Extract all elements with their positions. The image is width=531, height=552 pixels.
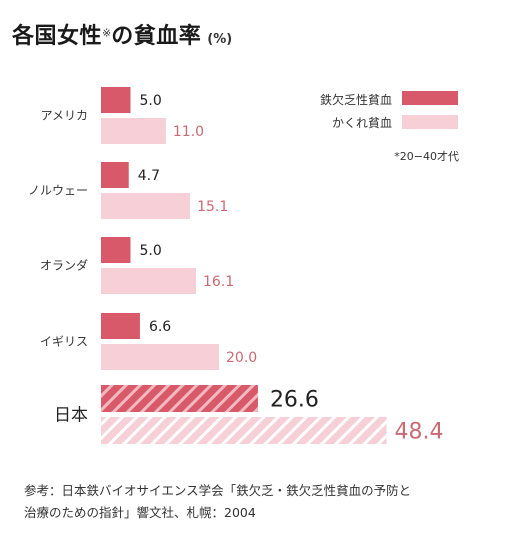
- data-label-iron: 5.0: [140, 243, 162, 259]
- bar-iron-deficiency: [101, 162, 129, 188]
- category-label: アメリカ: [41, 109, 88, 123]
- title-unit: (%): [207, 32, 233, 47]
- bar-hidden-anemia: [101, 344, 219, 370]
- bar-hidden-anemia: [101, 417, 387, 444]
- data-label-hidden: 15.1: [197, 199, 228, 215]
- legend-swatch-hidden: [402, 115, 458, 129]
- category-label: ノルウェー: [28, 184, 88, 198]
- data-label-hidden: 48.4: [395, 420, 444, 445]
- category-label: 日本: [54, 406, 88, 426]
- chart-title: 各国女性※の貧血率 (%): [12, 18, 232, 50]
- bar-iron-deficiency: [101, 313, 140, 339]
- data-label-iron: 6.6: [149, 319, 171, 335]
- bar-chart: 鉄欠乏性貧血 かくれ貧血 *20−40才代 アメリカ 5.0 11.0 ノルウェー 4.…: [28, 87, 459, 445]
- legend-age-note: *20−40才代: [394, 149, 459, 163]
- source-line-1: 参考：日本鉄バイオサイエンス学会「鉄欠乏・鉄欠乏性貧血の予防と: [24, 483, 412, 498]
- legend-label-hidden: かくれ貧血: [332, 116, 392, 130]
- bar-iron-deficiency: [101, 237, 131, 263]
- data-label-hidden: 11.0: [173, 124, 204, 140]
- data-label-iron: 4.7: [138, 168, 160, 184]
- bar-hidden-anemia: [101, 193, 191, 219]
- bar-iron-deficiency: [101, 87, 131, 113]
- data-label-hidden: 16.1: [203, 274, 234, 290]
- bars-group: アメリカ 5.0 11.0 ノルウェー 4.7 15.1 オランダ 5.0 16.1 イギリス 6.…: [28, 87, 444, 445]
- bar-iron-deficiency: [101, 385, 258, 412]
- category-label: オランダ: [40, 258, 88, 273]
- bar-hidden-anemia: [101, 268, 196, 294]
- source-citation: 参考：日本鉄バイオサイエンス学会「鉄欠乏・鉄欠乏性貧血の予防と 治療のための指針…: [24, 480, 411, 524]
- bar-hidden-anemia: [101, 118, 166, 144]
- title-suffix: の貧血率: [111, 24, 202, 49]
- data-label-iron: 26.6: [270, 388, 319, 413]
- title-main: 各国女性: [12, 24, 103, 49]
- category-label: イギリス: [40, 335, 88, 349]
- data-label-hidden: 20.0: [226, 350, 257, 366]
- legend-label-iron: 鉄欠乏性貧血: [320, 92, 392, 107]
- title-footnote-mark: ※: [102, 26, 112, 40]
- legend-swatch-iron: [402, 91, 458, 105]
- source-line-2: 治療のための指針」響文社、札幌：2004: [24, 505, 256, 520]
- data-label-iron: 5.0: [140, 93, 162, 109]
